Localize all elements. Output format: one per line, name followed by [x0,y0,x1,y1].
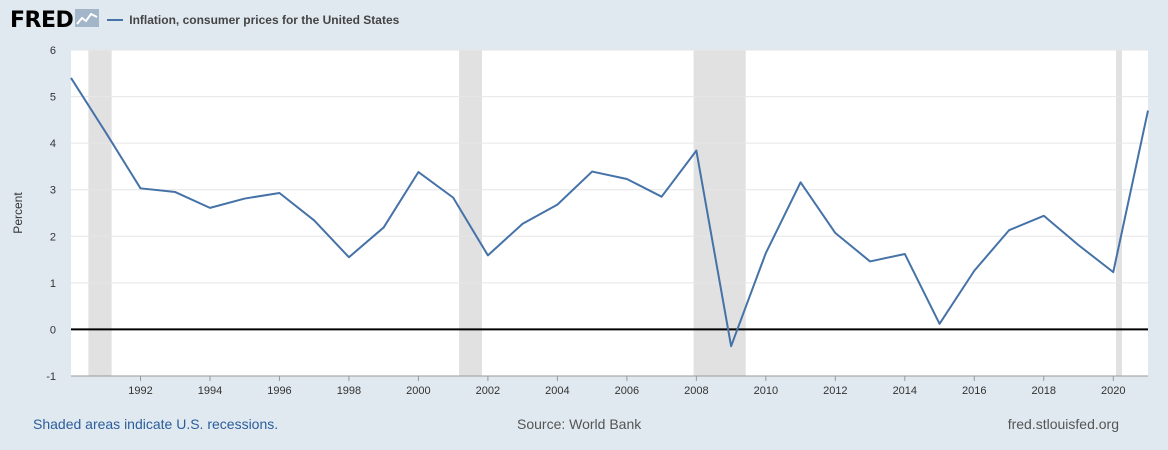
line-chart: -1 0 1 2 3 4 5 6 1992 1994 1996 1998 2000 2002 2004 200… [11,45,1149,397]
x-tick-label: 1998 [337,385,361,397]
x-tick-label: 1992 [128,385,152,397]
chart-header: FRED Inflation, consumer prices for the … [10,6,399,34]
x-tick-label: 2020 [1101,385,1125,397]
recession-note[interactable]: Shaded areas indicate U.S. recessions. [33,416,279,432]
x-tick-label: 2008 [684,385,708,397]
x-tick-label: 2018 [1032,385,1056,397]
y-tick-label: 4 [50,138,56,150]
y-tick-label: -1 [46,371,56,383]
chart-line-icon [75,8,100,32]
x-tick-label: 2012 [823,385,847,397]
recession-band [459,50,482,376]
x-tick-label: 2006 [615,385,639,397]
y-tick-label: 1 [50,278,56,290]
recession-band [88,50,112,376]
source-label: Source: World Bank [517,416,642,432]
y-tick-label: 2 [50,231,56,243]
legend: Inflation, consumer prices for the Unite… [107,13,399,27]
y-axis-label: Percent [11,192,25,234]
x-tick-label: 2014 [893,385,917,397]
y-tick-label: 3 [50,185,56,197]
y-tick-label: 6 [50,45,56,57]
logo-text: FRED [10,7,74,33]
x-tick-label: 2010 [754,385,778,397]
site-link[interactable]: fred.stlouisfed.org [1007,416,1119,432]
plot-area [71,50,1148,376]
y-tick-label: 5 [50,92,56,104]
fred-logo[interactable]: FRED [10,7,100,33]
x-tick-label: 2002 [476,385,500,397]
x-tick-label: 1994 [198,385,222,397]
x-tick-label: 2004 [545,385,569,397]
x-tick-label: 2000 [406,385,430,397]
x-tick-label: 1996 [267,385,291,397]
series-line [70,77,1149,348]
y-tick-label: 0 [50,324,56,336]
recession-band [1116,50,1122,376]
recession-band [693,50,746,376]
x-tick-label: 2016 [962,385,986,397]
legend-swatch [107,19,124,21]
legend-label: Inflation, consumer prices for the Unite… [129,13,400,27]
